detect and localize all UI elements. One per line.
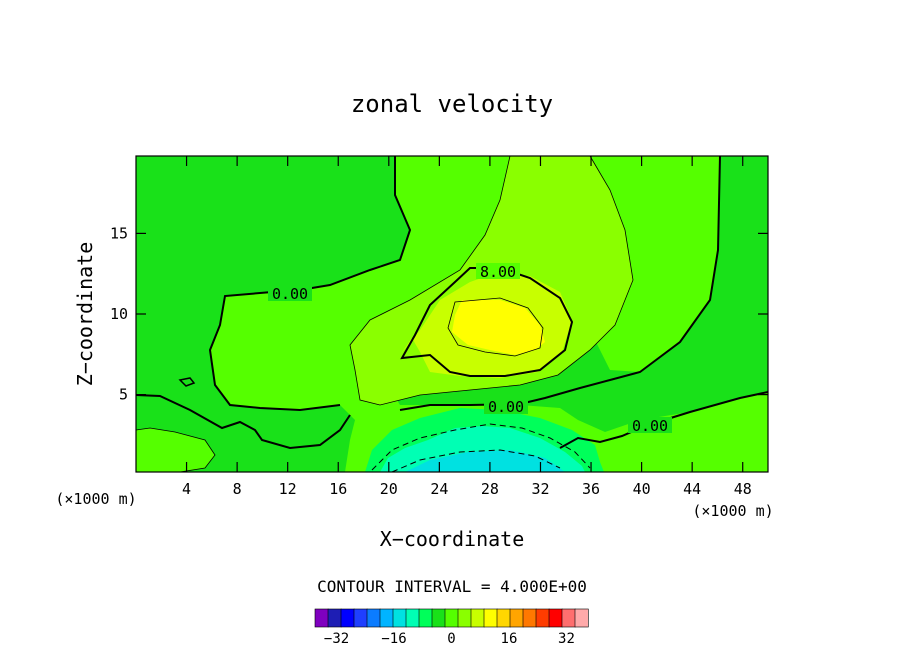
colorbar	[314, 608, 589, 628]
contour-zero-upper	[208, 156, 412, 412]
colorbar-swatch-12	[470, 608, 485, 628]
contour-labels: 0.00 8.00 0.00 0.00	[268, 263, 672, 435]
contour-label-bg-1	[268, 285, 312, 301]
contour-label-bg-2	[476, 263, 520, 279]
colorbar-swatch-17	[535, 608, 550, 628]
x-axis-ticks: 4 8 12 16 20 24 28 32 36 40 44 48	[182, 156, 752, 498]
x-tick-label-7: 32	[531, 480, 549, 498]
colorbar-tick-3: 16	[501, 631, 518, 647]
colorbar-swatch-15	[509, 608, 524, 628]
contour-zero-left	[135, 394, 351, 450]
x-unit-left: (×1000 m)	[55, 490, 136, 508]
contour-zero-right	[399, 155, 721, 411]
contour-twelve	[447, 297, 544, 357]
contour-eight	[400, 267, 574, 377]
contour-lines	[135, 155, 769, 473]
contour-small-loop	[178, 377, 196, 387]
colorbar-tick-labels: −32 −16 0 16 32	[324, 631, 575, 647]
contour-label-2: 8.00	[480, 263, 516, 281]
colorbar-swatch-2	[340, 608, 355, 628]
x-tick-label-6: 28	[481, 480, 499, 498]
colorbar-tick-2: 0	[447, 631, 455, 647]
colorbar-swatch-19	[561, 608, 576, 628]
chart-title: zonal velocity	[351, 90, 553, 118]
contour-neg-eight	[391, 449, 561, 473]
colorbar-swatch-5	[379, 608, 394, 628]
colorbar-swatch-1	[327, 608, 342, 628]
colorbar-swatch-4	[366, 608, 381, 628]
colorbar-swatch-20	[574, 608, 589, 628]
y-tick-label-2: 15	[110, 224, 128, 242]
x-tick-label-8: 36	[582, 480, 600, 498]
contour-label-1: 0.00	[272, 285, 308, 303]
contour-left-band	[135, 427, 216, 473]
x-tick-label-1: 8	[233, 480, 242, 498]
colorbar-swatch-14	[496, 608, 511, 628]
region-neg12-neg8	[405, 450, 565, 472]
contour-label-4: 0.00	[632, 417, 668, 435]
contour-neg-four	[371, 423, 591, 471]
contour-label-bg-3	[484, 398, 528, 414]
x-unit-right: (×1000 m)	[692, 502, 773, 520]
contour-label-3: 0.00	[488, 398, 524, 416]
region-16-20	[452, 300, 545, 355]
x-tick-label-9: 40	[633, 480, 651, 498]
region-4-8-main	[210, 156, 768, 472]
colorbar-swatch-0	[314, 608, 329, 628]
colorbar-swatch-16	[522, 608, 537, 628]
y-tick-label-0: 5	[119, 386, 128, 404]
contour-label-bg-4	[628, 417, 672, 433]
x-tick-label-2: 12	[279, 480, 297, 498]
colorbar-swatch-18	[548, 608, 563, 628]
colorbar-swatch-3	[353, 608, 368, 628]
colorbar-tick-1: −16	[381, 631, 406, 647]
x-tick-label-11: 48	[734, 480, 752, 498]
x-tick-label-4: 20	[380, 480, 398, 498]
y-axis-label: Z−coordinate	[73, 242, 97, 387]
colorbar-swatch-6	[392, 608, 407, 628]
x-tick-label-0: 4	[182, 480, 191, 498]
contour-four	[349, 155, 634, 406]
x-tick-label-5: 24	[430, 480, 448, 498]
colorbar-swatch-7	[405, 608, 420, 628]
colorbar-tick-0: −32	[324, 631, 349, 647]
colorbar-swatch-8	[418, 608, 433, 628]
colorbar-tick-4: 32	[558, 631, 575, 647]
colorbar-swatch-9	[431, 608, 446, 628]
x-axis-label: X−coordinate	[380, 527, 525, 551]
plot-area: 0.00 8.00 0.00 0.00	[135, 155, 769, 473]
region-4-8-left	[136, 428, 215, 472]
colorbar-swatch-11	[457, 608, 472, 628]
y-axis-ticks: 5 10 15	[110, 224, 768, 404]
contour-interval-text: CONTOUR INTERVAL = 4.000E+00	[317, 577, 587, 596]
colorbar-swatch-10	[444, 608, 459, 628]
y-tick-label-1: 10	[110, 305, 128, 323]
colorbar-swatch-13	[483, 608, 498, 628]
x-tick-label-10: 44	[683, 480, 701, 498]
x-tick-label-3: 16	[329, 480, 347, 498]
